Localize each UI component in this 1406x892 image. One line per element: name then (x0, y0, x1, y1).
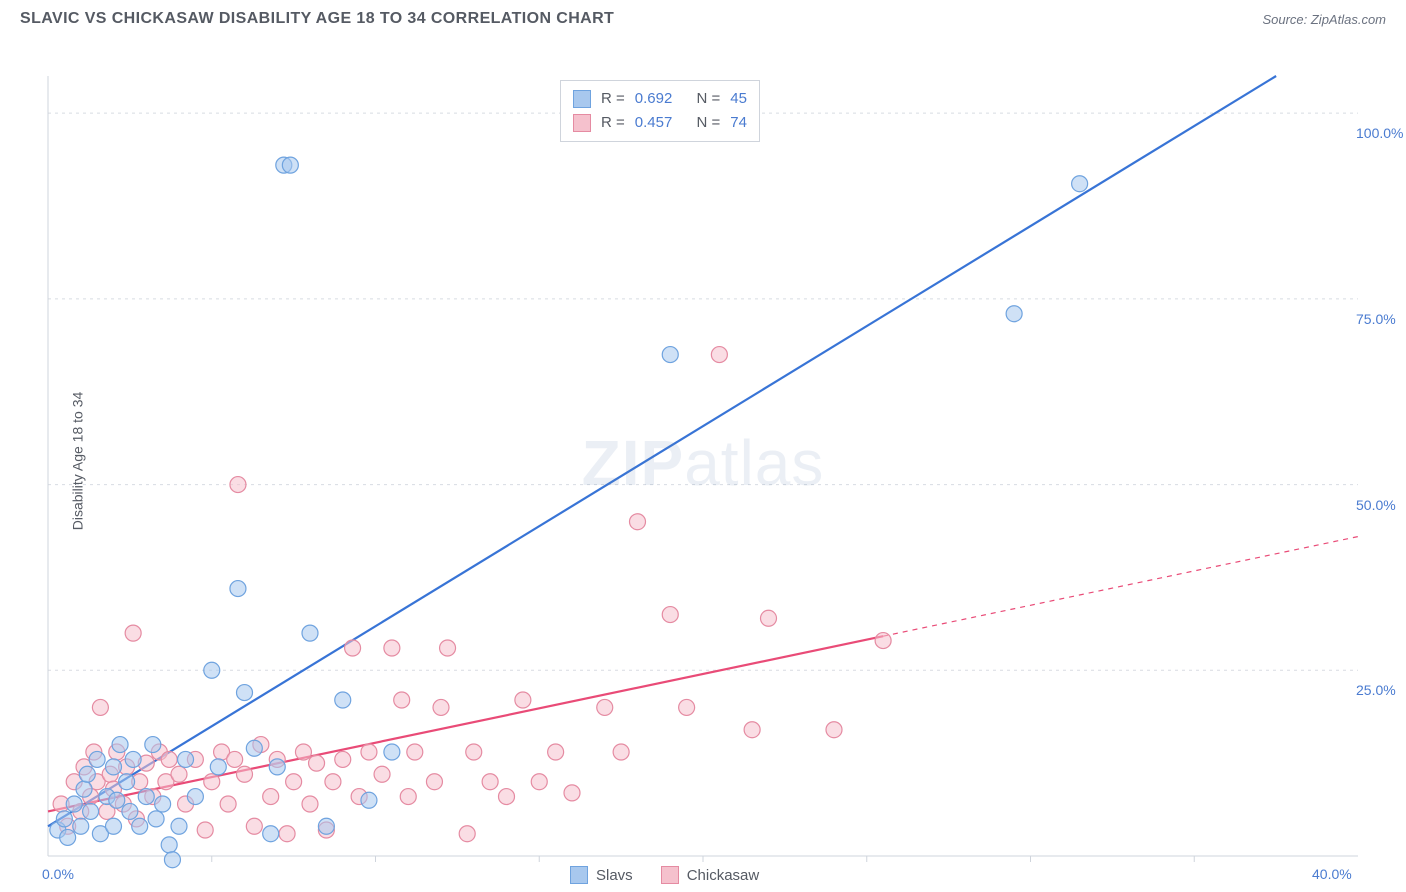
axis-tick-label: 50.0% (1356, 497, 1396, 513)
axis-tick-label: 75.0% (1356, 311, 1396, 327)
chart-title: SLAVIC VS CHICKASAW DISABILITY AGE 18 TO… (20, 10, 614, 28)
legend: Slavs Chickasaw (570, 866, 759, 884)
swatch-series2 (661, 866, 679, 884)
swatch-series2 (573, 114, 591, 132)
chart-area: Disability Age 18 to 34 ZIPatlas R = 0.6… (0, 36, 1406, 886)
axis-tick-label: 0.0% (42, 866, 74, 882)
correlation-stats-box: R = 0.692 N = 45 R = 0.457 N = 74 (560, 80, 760, 142)
scatter-plot (0, 36, 1406, 886)
stats-row-series2: R = 0.457 N = 74 (573, 111, 747, 135)
legend-item-series2: Chickasaw (661, 866, 760, 884)
source-attribution: Source: ZipAtlas.com (1262, 12, 1386, 27)
swatch-series1 (573, 90, 591, 108)
axis-tick-label: 40.0% (1312, 866, 1352, 882)
legend-item-series1: Slavs (570, 866, 633, 884)
axis-tick-label: 25.0% (1356, 682, 1396, 698)
axis-tick-label: 100.0% (1356, 125, 1403, 141)
stats-row-series1: R = 0.692 N = 45 (573, 87, 747, 111)
swatch-series1 (570, 866, 588, 884)
